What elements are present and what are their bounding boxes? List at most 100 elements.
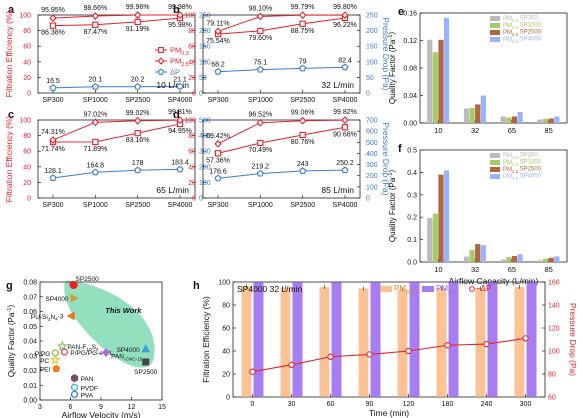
x-tick-label: SP1000 <box>83 202 108 209</box>
data-point-PM0.3 <box>299 131 306 139</box>
bar-PM2.5-SP300 <box>500 259 506 262</box>
data-point-PM0.3 <box>257 139 264 147</box>
series-line-PM0.3 <box>52 17 181 27</box>
y-tick-label: 0.01 <box>23 383 37 390</box>
data-label: 243 <box>297 161 309 168</box>
legend-text: PM2.5 <box>170 57 189 68</box>
x-tick-label: 240 <box>481 401 493 408</box>
flow-condition: SP4000 32 L/min <box>237 284 302 294</box>
legend-text: −ΔP <box>476 284 491 293</box>
series-line-ΔP <box>217 169 346 179</box>
legend-swatch <box>490 30 500 35</box>
y-tick-label: 0.04 <box>23 339 37 346</box>
bar-PM2.5 <box>448 282 459 397</box>
x-tick-label: SP2500 <box>290 97 315 104</box>
data-point-PM2.5 <box>49 14 57 23</box>
bar-PM0.3-SP4000 <box>443 17 450 123</box>
data-label: 20.1 <box>89 77 103 84</box>
scatter-point-PAN-F10S4 <box>56 340 68 351</box>
y-tick-label: 0.06 <box>23 309 37 316</box>
y-tick-label-left: 80 <box>23 133 31 140</box>
bar-PM0.3 <box>514 287 525 397</box>
y-tick-label-right: 0 <box>199 91 203 98</box>
scatter-point-SP2500 <box>69 280 78 290</box>
data-label: 83.16% <box>126 137 150 144</box>
panel-label-d: d <box>173 109 180 121</box>
plot-frame-c <box>37 119 196 199</box>
series-line-PM0.3 <box>52 123 181 143</box>
legend-text: PM2.5 SP1000 <box>503 160 542 167</box>
panel-e: e 0.00 0.04 0.08 0.12 0.16 Quality Factor (Pa-… <box>388 6 568 135</box>
data-label: 75.54% <box>206 38 230 45</box>
x-tick-label: SP2500 <box>290 202 315 209</box>
data-point-PM2.5 <box>214 27 222 36</box>
x-tick-label: 3 <box>38 404 42 411</box>
data-point-ΔP <box>49 84 57 91</box>
data-point-PM2.5 <box>91 12 99 20</box>
data-point-PM0.3 <box>214 150 222 157</box>
bar-PM0.3-SP4000 <box>554 116 560 123</box>
data-label: 99.82% <box>333 109 357 116</box>
bar-PM0.3-SP2500 <box>475 104 481 123</box>
data-label: 80.76% <box>291 139 315 146</box>
y-tick-label-left: 20 <box>222 372 230 379</box>
data-point-ΔP <box>256 169 264 177</box>
data-point-pressure-drop <box>444 342 451 349</box>
x-tick-label: SP1000 <box>248 202 273 209</box>
data-point-PM0.3 <box>92 21 99 28</box>
scatter-label: SP2500 <box>134 369 158 376</box>
data-label: 96.52% <box>248 112 272 119</box>
data-label: 97.02% <box>83 111 107 118</box>
y-tick-label-right: 250 <box>366 13 378 20</box>
data-label: 71.89% <box>83 146 107 153</box>
data-point-PM2.5 <box>299 116 307 125</box>
x-tick-label: SP300 <box>42 202 63 209</box>
panel-b: b 0 20 40 60 80 100 0 50 100 150 200 250 SP300 SP1000 S… <box>173 4 391 104</box>
legend-swatch <box>490 160 500 165</box>
bar-PM0.3-SP300 <box>537 119 543 123</box>
plot-frame-h <box>232 281 546 398</box>
scatter-label: PEI <box>40 367 51 374</box>
legend-text: PM0.3 SP1000 <box>503 23 542 30</box>
data-label: 57.36% <box>206 157 230 164</box>
legend-swatch <box>490 16 500 21</box>
y-tick-label-right: 200 <box>366 173 378 180</box>
y-tick-label-right: 100 <box>366 184 378 191</box>
y-tick-label-left: 80 <box>23 28 31 35</box>
y-tick-label: 0.16 <box>403 11 417 18</box>
data-point-ΔP <box>299 64 307 72</box>
data-label: 74.31% <box>41 129 65 136</box>
data-point-pressure-drop <box>288 361 295 368</box>
y-tick-label-right: 100 <box>199 180 211 187</box>
data-label: 99.79% <box>291 4 315 11</box>
y-tick-label-right: 400 <box>199 133 211 140</box>
bar-PM0.3-SP2500 <box>511 116 518 123</box>
y-tick-label: 0.08 <box>23 280 37 287</box>
y-tick-label-right: 0 <box>366 91 370 98</box>
y-tick-label-right: 250 <box>199 13 211 20</box>
bar-PM0.3 <box>475 288 486 397</box>
y-tick-label-right: 200 <box>199 164 211 171</box>
data-point-pressure-drop <box>366 351 373 358</box>
y-tick-label-right: 120 <box>548 326 560 333</box>
data-label: 99.06% <box>291 110 315 117</box>
data-point-PM0.3 <box>49 22 57 29</box>
series-line-PM2.5 <box>217 119 346 145</box>
panel-h: h 0 20 40 60 80 100 60 80 100 120 140 160 Filtration … <box>193 280 578 418</box>
bar-PM0.3-SP1000 <box>432 52 438 123</box>
bar-PM2.5-SP4000 <box>517 254 523 262</box>
legend-swatch <box>490 174 500 179</box>
scatter-label: SP4000 <box>117 347 141 354</box>
y-tick-label-right: 500 <box>366 140 378 147</box>
x-tick-label: SP300 <box>207 97 228 104</box>
x-tick-label: 60 <box>327 401 335 408</box>
data-point-ΔP <box>256 65 264 73</box>
data-label: 98.10% <box>248 5 272 12</box>
scatter-label: PU-Si3N4-3 <box>31 314 64 322</box>
bar-PM0.3 <box>436 288 447 397</box>
y-tick-label-left: 0 <box>226 395 230 402</box>
data-label: 128.1 <box>44 168 62 175</box>
y-axis-label-left: Filtration Efficiency (%) <box>201 296 211 383</box>
legend-text: PM0.3 SP4000 <box>503 37 542 44</box>
